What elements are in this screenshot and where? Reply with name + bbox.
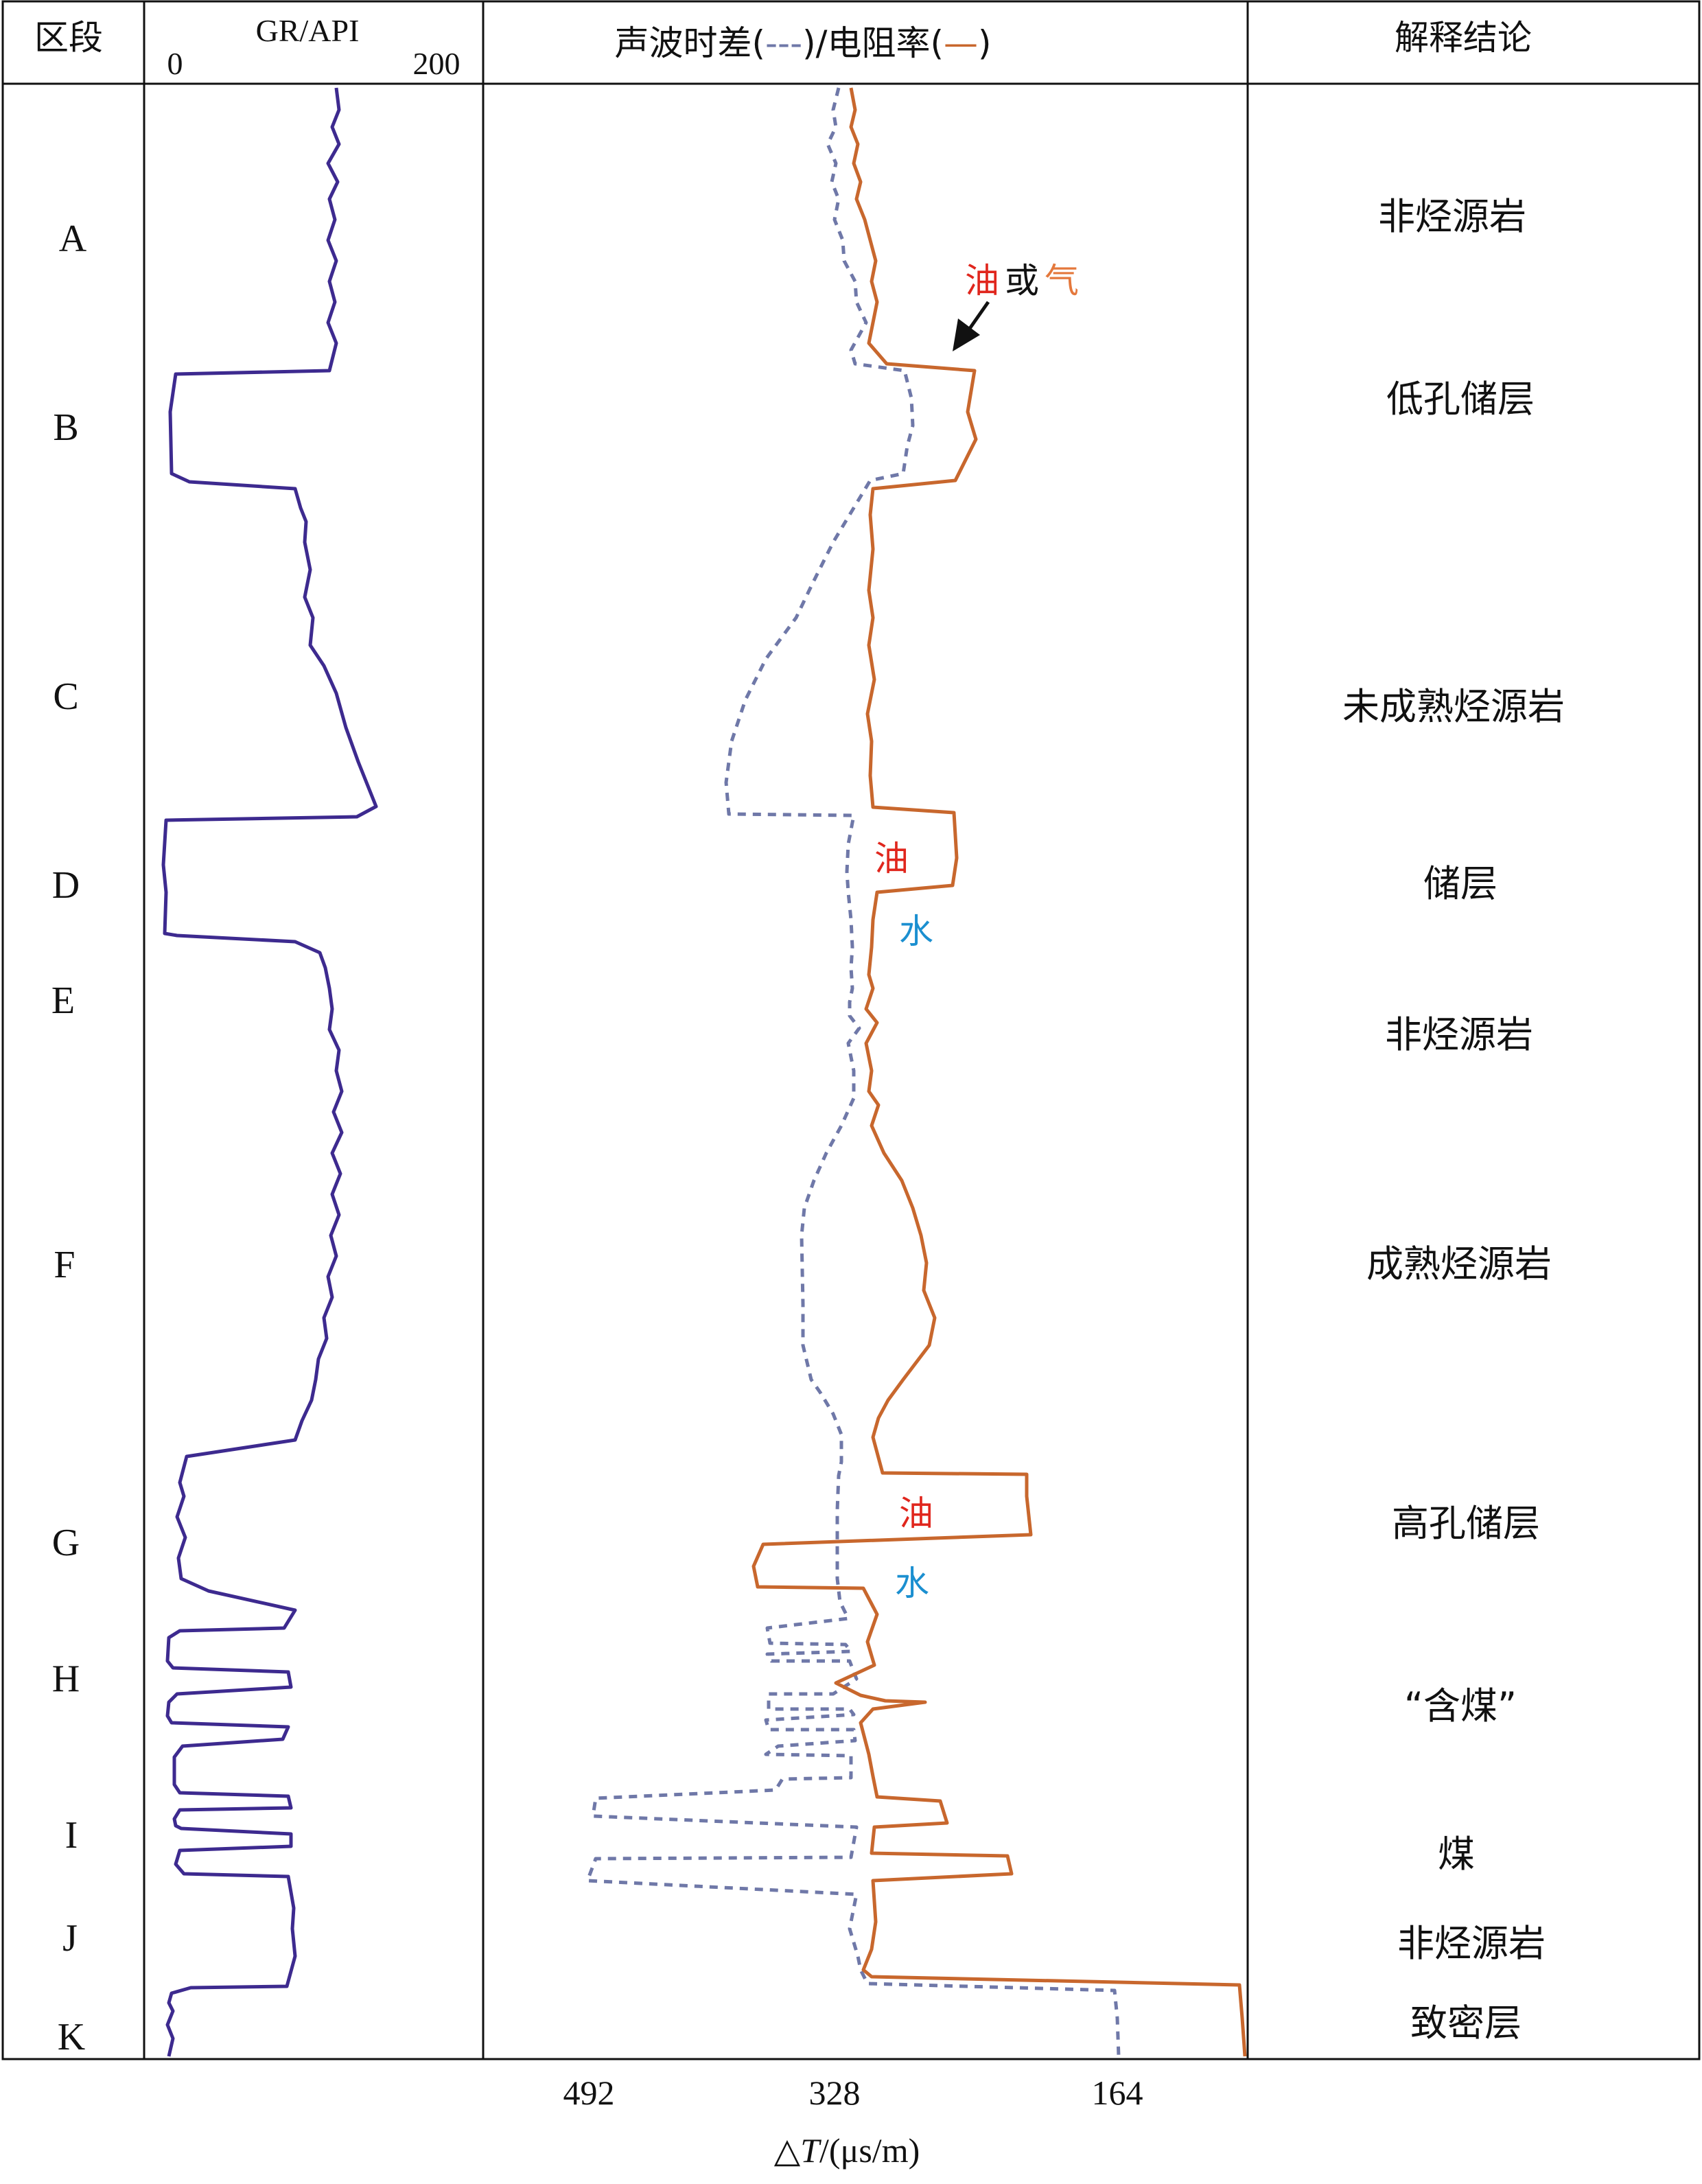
header-curves-title: 声波时差(---)/电阻率(—)	[614, 23, 991, 63]
conclusion-label: 非烃源岩	[1385, 1013, 1533, 1056]
annotation-d-oil: 油	[874, 839, 909, 879]
annotation-gas-label: 气	[1045, 261, 1079, 301]
annotation-g-oil: 油	[899, 1494, 933, 1533]
sonic-curve	[585, 87, 1121, 2057]
conclusion-label: 储层	[1423, 862, 1497, 905]
conclusion-label: 非烃源岩	[1397, 1922, 1546, 1965]
conclusion-label: 成熟烃源岩	[1366, 1242, 1552, 1286]
conclusion-label: “含煤”	[1404, 1684, 1517, 1728]
header-gr-max: 200	[413, 46, 461, 81]
resistivity-legend: —	[944, 23, 978, 63]
annotation-arrow-head	[953, 318, 980, 351]
annotation-g-water: 水	[895, 1564, 929, 1603]
header-gr-min: 0	[167, 46, 183, 81]
dt-tick-label: 164	[1092, 2073, 1143, 2112]
conclusion-label: 非烃源岩	[1378, 195, 1526, 238]
segment-label: E	[51, 979, 75, 1022]
segment-label: H	[52, 1658, 80, 1700]
segment-label: B	[53, 406, 78, 449]
segment-label: G	[52, 1522, 80, 1564]
segment-label: K	[58, 2016, 85, 2058]
dt-axis: 492 328 164 △T/(μs/m)	[563, 2073, 1143, 2170]
header-gr-title: GR/API	[256, 13, 360, 48]
annotation-oil-label: 油	[965, 261, 999, 301]
annotation-or-label: 或	[1005, 261, 1039, 301]
segment-label: C	[53, 675, 78, 718]
segment-label: F	[54, 1244, 75, 1286]
conclusion-labels: 非烃源岩 低孔储层 未成熟烃源岩 储层 非烃源岩 成熟烃源岩 高孔储层 “含煤”…	[1342, 195, 1565, 2045]
conclusion-label: 高孔储层	[1392, 1502, 1540, 1545]
annotation-d-water: 水	[899, 911, 933, 951]
conclusion-label: 煤	[1438, 1833, 1475, 1876]
dt-axis-label: △T/(μs/m)	[774, 2131, 920, 2170]
segment-labels: A B C D E F G H I J K	[51, 218, 87, 2058]
gr-curve	[161, 87, 378, 2057]
header-segment: 区段	[34, 18, 103, 58]
sonic-legend: ---	[765, 23, 802, 63]
conclusion-label: 致密层	[1410, 2001, 1522, 2045]
segment-label: J	[62, 1917, 78, 1960]
resistivity-curve	[751, 87, 1247, 2057]
annotations: 油 或 气 油 水 油 水	[874, 261, 1079, 1603]
conclusion-label: 未成熟烃源岩	[1342, 685, 1565, 728]
table-grid	[1, 0, 1701, 2060]
segment-label: A	[59, 218, 87, 260]
conclusion-label: 低孔储层	[1386, 377, 1535, 421]
dt-tick-label: 328	[809, 2073, 861, 2112]
segment-label: I	[65, 1814, 78, 1857]
segment-label: D	[52, 864, 80, 907]
header-conclusion: 解释结论	[1395, 18, 1532, 58]
dt-tick-label: 492	[563, 2073, 615, 2112]
annotation-arrow-line	[967, 301, 990, 331]
